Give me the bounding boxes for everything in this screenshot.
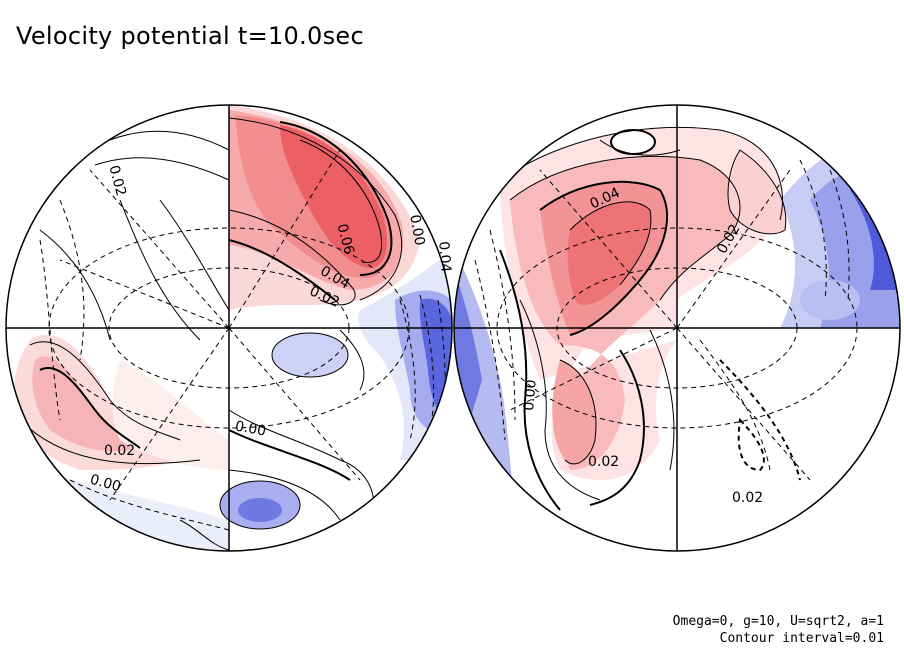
parameters-note: Omega=0, g=10, U=sqrt2, a=1 (672, 614, 884, 629)
contour-label: 0.02 (104, 443, 135, 459)
contours-right (499, 126, 787, 511)
left-hemisphere (6, 105, 452, 551)
contour-label: 0.02 (105, 164, 129, 198)
contour-interval-note: Contour interval=0.01 (719, 631, 884, 646)
contour-label: 0.06 (333, 222, 357, 256)
positive-region-right (500, 127, 786, 480)
contour-label: 0.04 (435, 241, 454, 274)
contour-label: 0.00 (521, 379, 540, 411)
contour-label: 0.00 (88, 472, 122, 496)
positive-region-left (13, 105, 420, 470)
contour-label: 0.00 (234, 418, 267, 439)
plot-title: Velocity potential t=10.0sec (16, 22, 364, 50)
contour-label: 0.02 (588, 454, 619, 470)
contour-label: 0.00 (406, 213, 427, 246)
contour-label: 0.02 (732, 490, 763, 506)
